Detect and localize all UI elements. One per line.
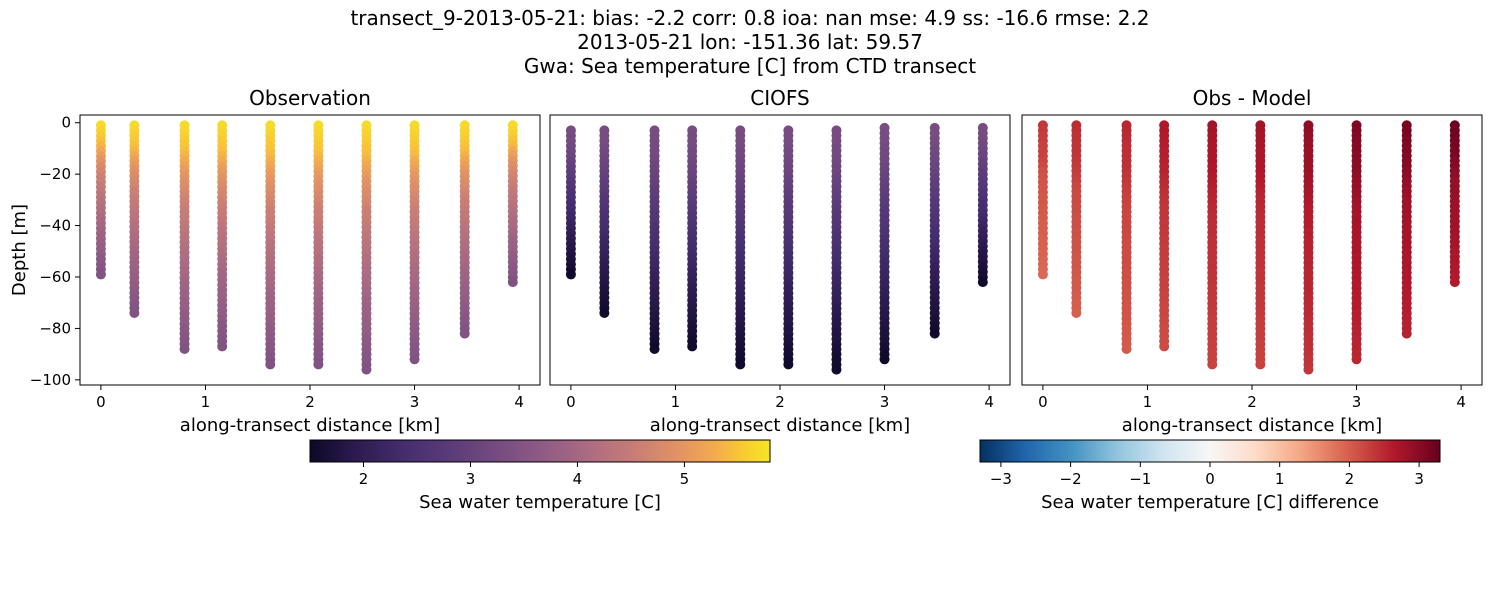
figure: transect_9-2013-05-21: bias: -2.2 corr: … [0,0,1500,600]
svg-text:4: 4 [514,393,524,411]
svg-text:4: 4 [984,393,994,411]
svg-text:along-transect distance [km]: along-transect distance [km] [650,415,910,436]
svg-text:−100: −100 [30,371,71,389]
svg-text:CIOFS: CIOFS [750,86,809,110]
svg-text:1: 1 [671,393,681,411]
svg-text:0: 0 [96,393,106,411]
svg-text:2: 2 [359,470,369,488]
svg-text:2: 2 [775,393,785,411]
svg-text:0: 0 [566,393,576,411]
svg-text:−2: −2 [1060,470,1082,488]
svg-text:−80: −80 [39,319,71,337]
svg-text:along-transect distance [km]: along-transect distance [km] [1122,415,1382,436]
svg-text:2: 2 [305,393,315,411]
svg-text:3: 3 [1414,470,1424,488]
svg-text:1: 1 [201,393,211,411]
svg-text:4: 4 [573,470,583,488]
axes-frame [1022,115,1482,385]
panel-model [566,123,988,375]
svg-text:0: 0 [1205,470,1215,488]
svg-text:−3: −3 [990,470,1012,488]
svg-text:4: 4 [1456,393,1466,411]
svg-text:−20: −20 [39,165,71,183]
panel-obs [96,120,518,374]
svg-text:Depth [m]: Depth [m] [9,204,30,296]
axes-frame [550,115,1010,385]
colorbar-diff [980,440,1440,462]
svg-text:2: 2 [1247,393,1257,411]
svg-text:0: 0 [1038,393,1048,411]
svg-text:3: 3 [410,393,420,411]
svg-text:Observation: Observation [249,86,371,110]
svg-text:3: 3 [466,470,476,488]
svg-text:along-transect distance [km]: along-transect distance [km] [180,415,440,436]
svg-text:1: 1 [1143,393,1153,411]
svg-text:Obs - Model: Obs - Model [1193,86,1312,110]
svg-text:1: 1 [1275,470,1285,488]
svg-text:−1: −1 [1129,470,1151,488]
svg-text:Sea water temperature [C]: Sea water temperature [C] [419,492,661,513]
svg-text:3: 3 [1352,393,1362,411]
chart-svg: Observation 0 1 2 3 4 along-transect distance … [0,0,1500,600]
panel-diff [1038,120,1460,374]
svg-text:2: 2 [1345,470,1355,488]
svg-text:−60: −60 [39,268,71,286]
svg-text:3: 3 [880,393,890,411]
svg-text:Sea water temperature [C] diff: Sea water temperature [C] difference [1041,492,1379,513]
svg-text:0: 0 [61,114,71,132]
svg-text:5: 5 [680,470,690,488]
colorbar-main [310,440,770,462]
axes-frame [80,115,540,385]
svg-text:−40: −40 [39,217,71,235]
